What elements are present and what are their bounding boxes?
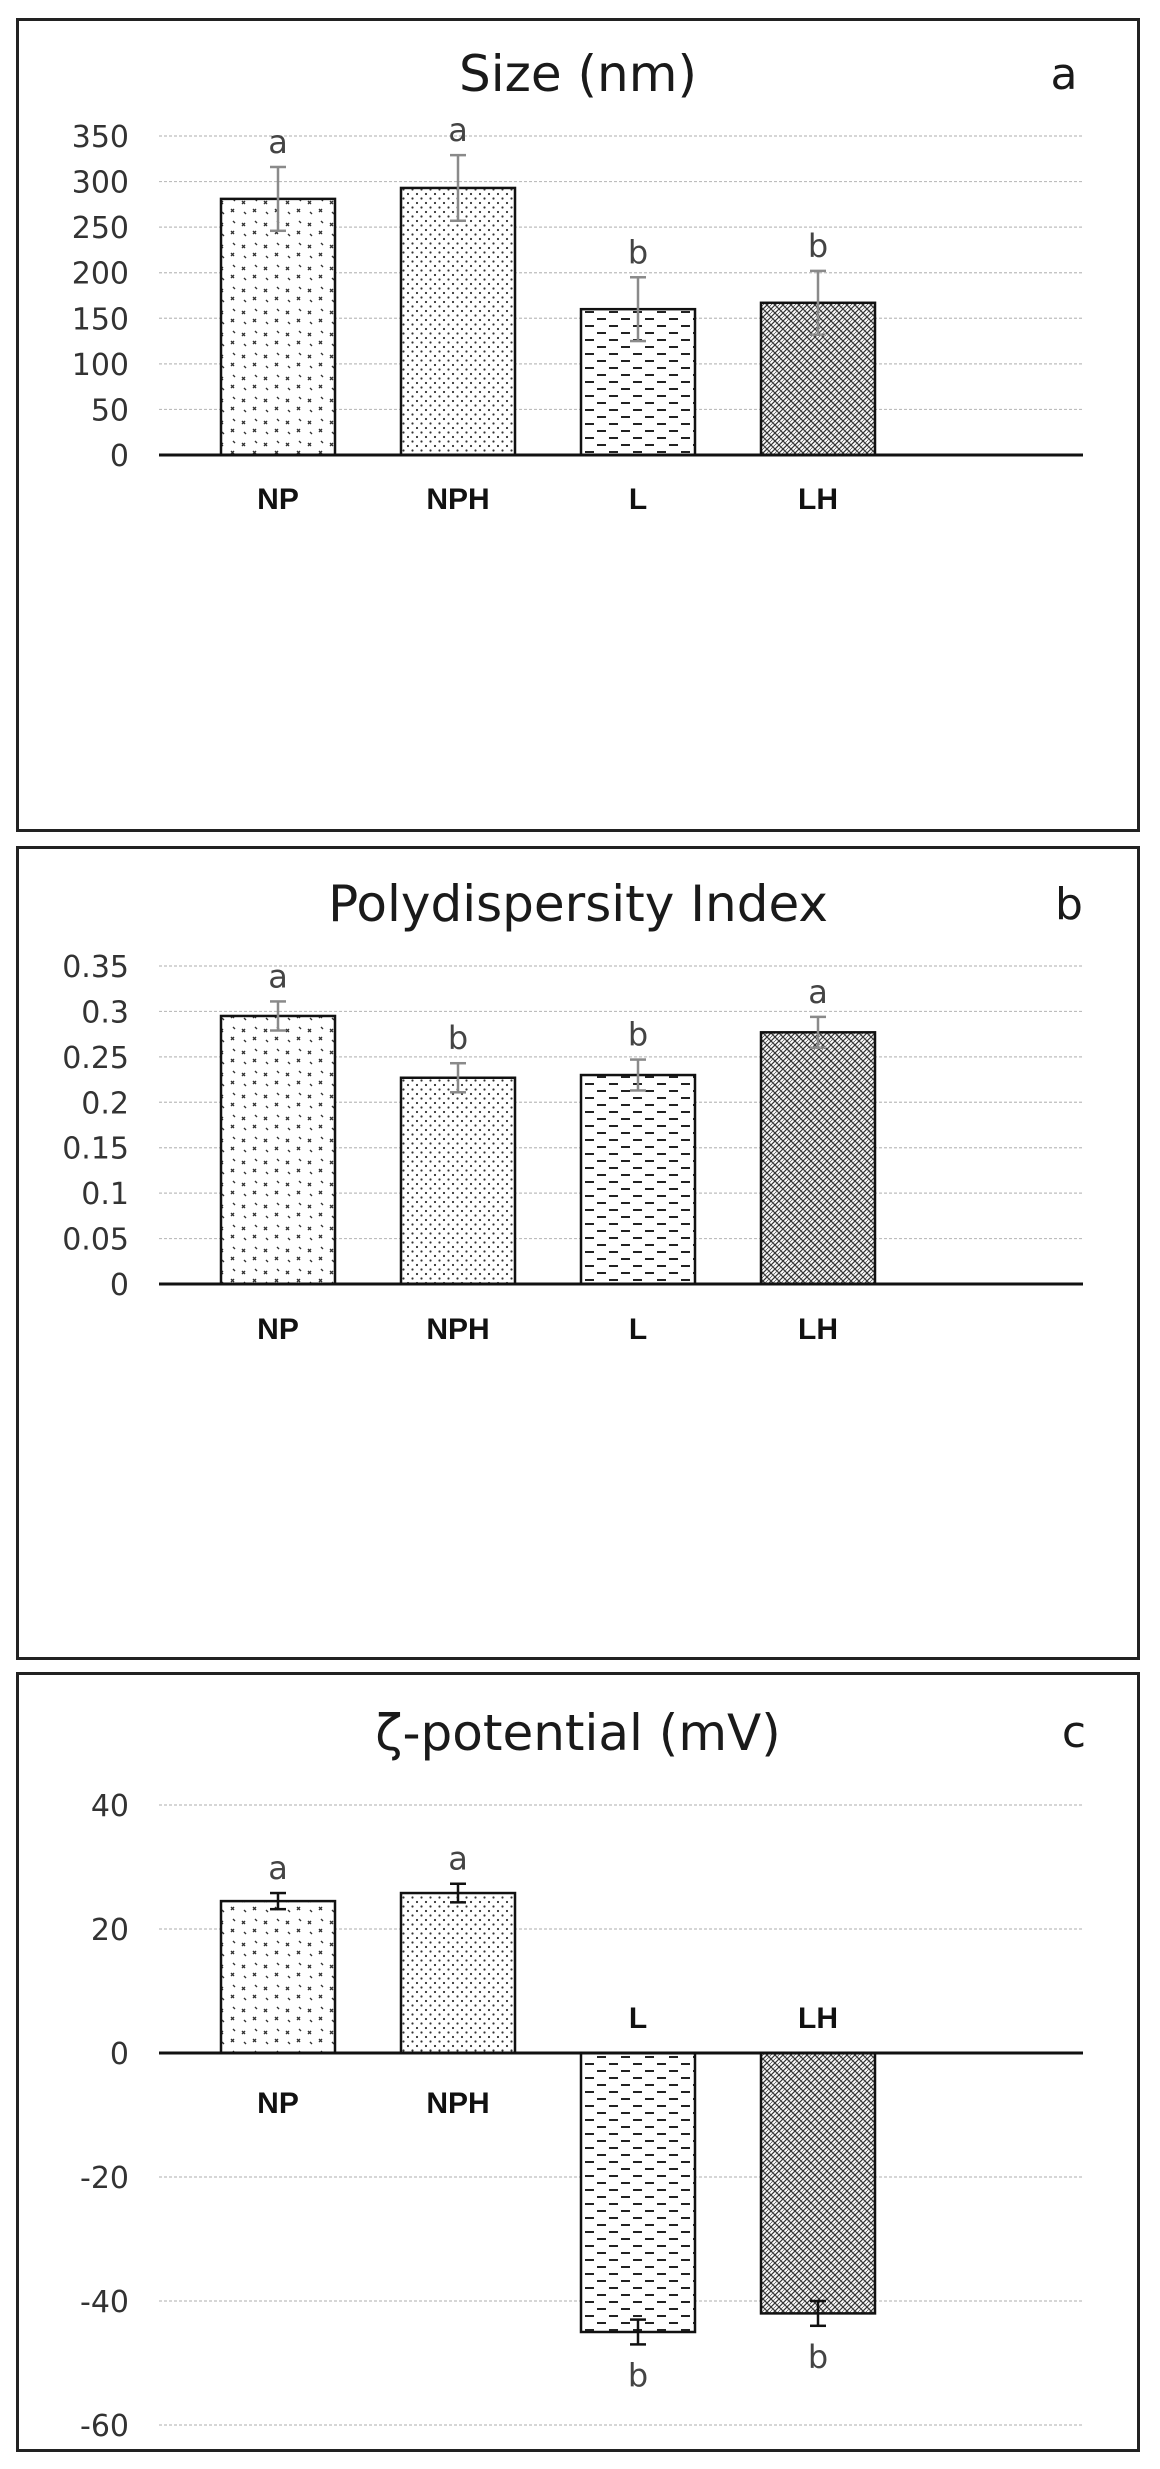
significance-label: a [448,1840,468,1878]
error-bar [630,276,646,343]
x-tick-label: LH [798,483,838,516]
significance-label: b [808,2338,828,2376]
significance-label: a [808,973,828,1011]
panel-letter: b [1055,879,1083,930]
significance-label: b [808,227,828,265]
panel-letter: a [1051,49,1078,100]
y-tick-label: 350 [72,120,129,155]
y-tick-label: 20 [91,1913,129,1948]
x-tick-label: NPH [426,2087,489,2120]
y-tick-label: 150 [72,302,129,337]
y-tick-label: -60 [80,2409,129,2444]
bar-nph [399,1891,517,2055]
y-tick-label: 40 [91,1789,129,1824]
y-tick-label: 250 [72,211,129,246]
error-bar [450,153,466,223]
significance-label: a [268,1849,288,1887]
significance-label: b [628,2356,648,2394]
chart-panel-size: Size (nm) a 0 50 100 150 200 250 300 350 a NP a NPH b L… [16,18,1140,832]
x-tick-label: L [629,1313,647,1346]
zeta-chart: ζ-potential (mV) c -60 -40 -20 0 20 40 a NP a NPH b L… [80,1704,1086,2444]
bar-np [219,197,337,457]
significance-label: a [448,111,468,149]
error-bar [810,1015,826,1050]
x-tick-label: NPH [426,1313,489,1346]
y-tick-label: 100 [72,348,129,383]
x-tick-label: L [629,2002,647,2035]
y-tick-label: 0 [110,1268,129,1303]
significance-label: a [268,957,288,995]
y-tick-label: 0.15 [62,1132,129,1167]
y-tick-label: -40 [80,2285,129,2320]
x-tick-label: LH [798,1313,838,1346]
x-tick-label: LH [798,2002,838,2035]
bar-lh [759,2051,877,2315]
x-tick-label: NPH [426,483,489,516]
significance-label: b [448,1019,468,1057]
chart-title: Size (nm) [459,45,697,103]
error-bar [450,1882,466,1904]
y-tick-label: 300 [72,166,129,201]
y-tick-label: 0 [110,2037,129,2072]
y-tick-label: 50 [91,393,129,428]
y-tick-label: 0.3 [81,995,129,1030]
x-tick-label: L [629,483,647,516]
y-tick-label: 0 [110,439,129,474]
x-tick-label: NP [257,1313,299,1346]
error-bar [630,2318,646,2346]
pdi-chart: Polydispersity Index b 0 0.05 0.1 0.15 0.2 0.25… [62,875,1083,1346]
error-bar [630,1058,646,1092]
significance-label: b [628,233,648,271]
bar-np [219,1899,337,2055]
error-bar [450,1061,466,1094]
error-bar [810,269,826,336]
bar-lh [759,1031,877,1286]
y-tick-label: -20 [80,2161,129,2196]
error-bar [270,165,286,233]
panel-letter: c [1062,1707,1086,1758]
y-tick-label: 0.35 [62,950,129,985]
x-tick-label: NP [257,483,299,516]
chart-panel-zeta: ζ-potential (mV) c -60 -40 -20 0 20 40 a NP a NPH b L… [16,1672,1140,2452]
x-tick-label: NP [257,2087,299,2120]
y-tick-label: 0.1 [81,1177,129,1212]
bar-nph [399,186,517,457]
error-bar [810,2299,826,2328]
bar-np [219,1014,337,1286]
error-bar [270,1000,286,1032]
error-bar [270,1891,286,1911]
y-tick-label: 200 [72,257,129,292]
y-tick-label: 0.25 [62,1041,129,1076]
bar-l [579,2051,697,2334]
significance-label: b [628,1016,648,1054]
chart-title: ζ-potential (mV) [375,1704,780,1762]
bar-nph [399,1076,517,1286]
significance-label: a [268,123,288,161]
bar-l [579,1073,697,1286]
y-tick-label: 0.2 [81,1086,129,1121]
y-tick-label: 0.05 [62,1223,129,1258]
chart-panel-pdi: Polydispersity Index b 0 0.05 0.1 0.15 0.2 0.25… [16,846,1140,1660]
size-chart: Size (nm) a 0 50 100 150 200 250 300 350 a NP a NPH b L… [72,45,1083,516]
chart-title: Polydispersity Index [328,875,828,933]
